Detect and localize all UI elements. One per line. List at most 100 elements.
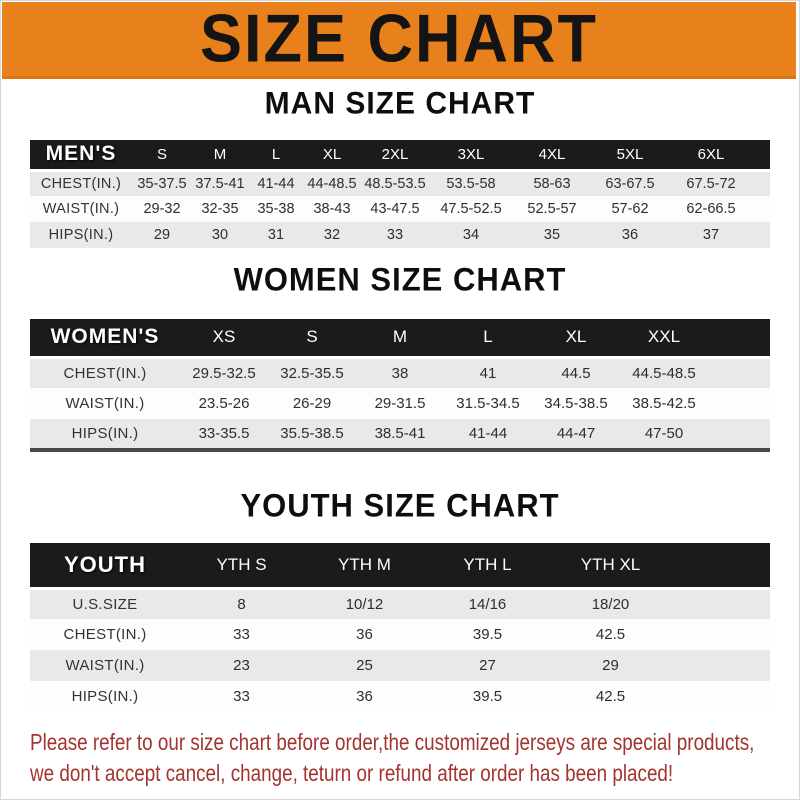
size-value: 44.5-48.5 (620, 355, 708, 388)
spacer-cell (672, 619, 770, 650)
size-value: 35-37.5 (132, 168, 192, 196)
disclaimer-text: Please refer to our size chart before or… (30, 727, 784, 789)
table-row: WAIST(IN.) 23.5-26 26-29 29-31.5 31.5-34.5 34… (30, 388, 770, 419)
size-value: 29 (153, 227, 171, 243)
spacer-cell (754, 168, 770, 196)
size-value: 26-29 (292, 395, 332, 412)
size-value: 44-48.5 (304, 168, 360, 196)
size-value: 63-67.5 (592, 168, 668, 196)
table-row: WAIST(IN.) 29-32 32-35 35-38 38-43 43-47.5 47.… (30, 196, 770, 222)
disclaimer-line-1: Please refer to our size chart before or… (30, 729, 755, 755)
size-value: 58-63 (512, 168, 592, 196)
size-value: 44.5 (532, 355, 620, 388)
womens-header-row: WOMEN'S XS S M L XL XXL (30, 319, 770, 357)
size-value: 38 (356, 355, 444, 388)
spacer-cell (754, 196, 770, 222)
column-header: YTH S (216, 554, 267, 574)
size-chart-banner: SIZE CHART (2, 2, 796, 79)
womens-section-title: WOMEN SIZE CHART (233, 261, 567, 298)
column-header: S (306, 327, 318, 347)
size-value: 29-31.5 (374, 395, 426, 412)
column-header: YTH L (463, 554, 512, 574)
size-value: 23.5-26 (198, 395, 250, 412)
spacer-cell (708, 388, 770, 419)
spacer-cell (672, 543, 770, 588)
size-value: 10/12 (303, 586, 426, 619)
table-row: U.S.SIZE 8 10/12 14/16 18/20 (30, 586, 770, 619)
spacer-cell (672, 586, 770, 619)
spacer-cell (672, 681, 770, 712)
column-header: 2XL (381, 145, 409, 163)
size-value: 62-66.5 (686, 201, 736, 217)
size-value: 34 (462, 227, 480, 243)
column-header: XXL (647, 327, 681, 347)
row-label: WAIST(IN.) (65, 395, 145, 412)
size-value: 14/16 (426, 586, 549, 619)
size-value: 52.5-57 (527, 201, 577, 217)
size-value: 36 (621, 227, 639, 243)
mens-size-table: MEN'S S M L XL 2XL 3XL 4XL 5XL 6XL CHEST(IN.) 35-37… (30, 140, 770, 248)
size-value: 33 (386, 227, 404, 243)
womens-group-label: WOMEN'S (50, 325, 160, 349)
column-header: 3XL (457, 145, 485, 163)
size-value: 41-44 (468, 425, 508, 442)
row-label: CHEST(IN.) (30, 355, 180, 388)
column-header: 4XL (538, 145, 566, 163)
size-value: 53.5-58 (430, 168, 512, 196)
size-value: 47-50 (644, 425, 684, 442)
size-value: 29.5-32.5 (180, 355, 268, 388)
size-value: 32-35 (201, 201, 239, 217)
row-label: HIPS(IN.) (48, 227, 114, 243)
table-row: HIPS(IN.) 29 30 31 32 33 34 35 36 37 (30, 222, 770, 248)
size-value: 36 (356, 688, 373, 705)
size-value: 37.5-41 (192, 168, 248, 196)
disclaimer-line-2: we don't accept cancel, change, teturn o… (30, 760, 674, 786)
size-value: 37 (702, 227, 720, 243)
size-value: 36 (356, 626, 373, 643)
spacer-cell (708, 355, 770, 388)
size-value: 35.5-38.5 (280, 425, 344, 442)
size-value: 27 (479, 657, 496, 674)
size-value: 38.5-41 (374, 425, 426, 442)
mens-section-title: MAN SIZE CHART (264, 86, 536, 121)
size-value: 33 (233, 688, 250, 705)
youth-group-label: YOUTH (64, 551, 146, 577)
youth-section-title: YOUTH SIZE CHART (240, 487, 560, 524)
column-header: M (392, 327, 408, 347)
row-label: CHEST(IN.) (63, 626, 147, 643)
size-value: 25 (356, 657, 373, 674)
column-header: L (271, 145, 281, 163)
column-header: YTH M (338, 554, 391, 574)
size-value: 39.5 (472, 626, 503, 643)
size-value: 29-32 (143, 201, 181, 217)
column-header: M (213, 145, 227, 163)
size-value: 8 (180, 586, 303, 619)
column-header: 5XL (616, 145, 644, 163)
size-value: 32 (323, 227, 341, 243)
youth-size-table: YOUTH YTH S YTH M YTH L YTH XL U.S.SIZE 8 10/12… (30, 543, 770, 712)
size-value: 43-47.5 (370, 201, 420, 217)
table-row: CHEST(IN.) 29.5-32.5 32.5-35.5 38 41 44.5 44.5… (30, 355, 770, 388)
size-value: 44-47 (556, 425, 596, 442)
size-value: 38.5-42.5 (632, 395, 696, 412)
column-header: YTH XL (580, 554, 641, 574)
column-header: XL (565, 327, 587, 347)
size-value: 30 (211, 227, 229, 243)
row-label: HIPS(IN.) (71, 688, 139, 705)
table-row: WAIST(IN.) 23 25 27 29 (30, 650, 770, 681)
size-value: 38-43 (313, 201, 351, 217)
table-row: CHEST(IN.) 33 36 39.5 42.5 (30, 619, 770, 650)
size-value: 32.5-35.5 (268, 355, 356, 388)
size-value: 31.5-34.5 (456, 395, 520, 412)
size-value: 33 (233, 626, 250, 643)
spacer-cell (672, 650, 770, 681)
table-row: CHEST(IN.) 35-37.5 37.5-41 41-44 44-48.5 48.5… (30, 168, 770, 196)
size-value: 33-35.5 (198, 425, 250, 442)
row-label: CHEST(IN.) (30, 168, 132, 196)
womens-size-table: WOMEN'S XS S M L XL XXL CHEST(IN.) 29.5-32.5 32.5… (30, 319, 770, 452)
spacer-cell (708, 419, 770, 450)
size-value: 57-62 (611, 201, 649, 217)
size-value: 31 (267, 227, 285, 243)
size-value: 42.5 (595, 626, 626, 643)
size-value: 41-44 (248, 168, 304, 196)
